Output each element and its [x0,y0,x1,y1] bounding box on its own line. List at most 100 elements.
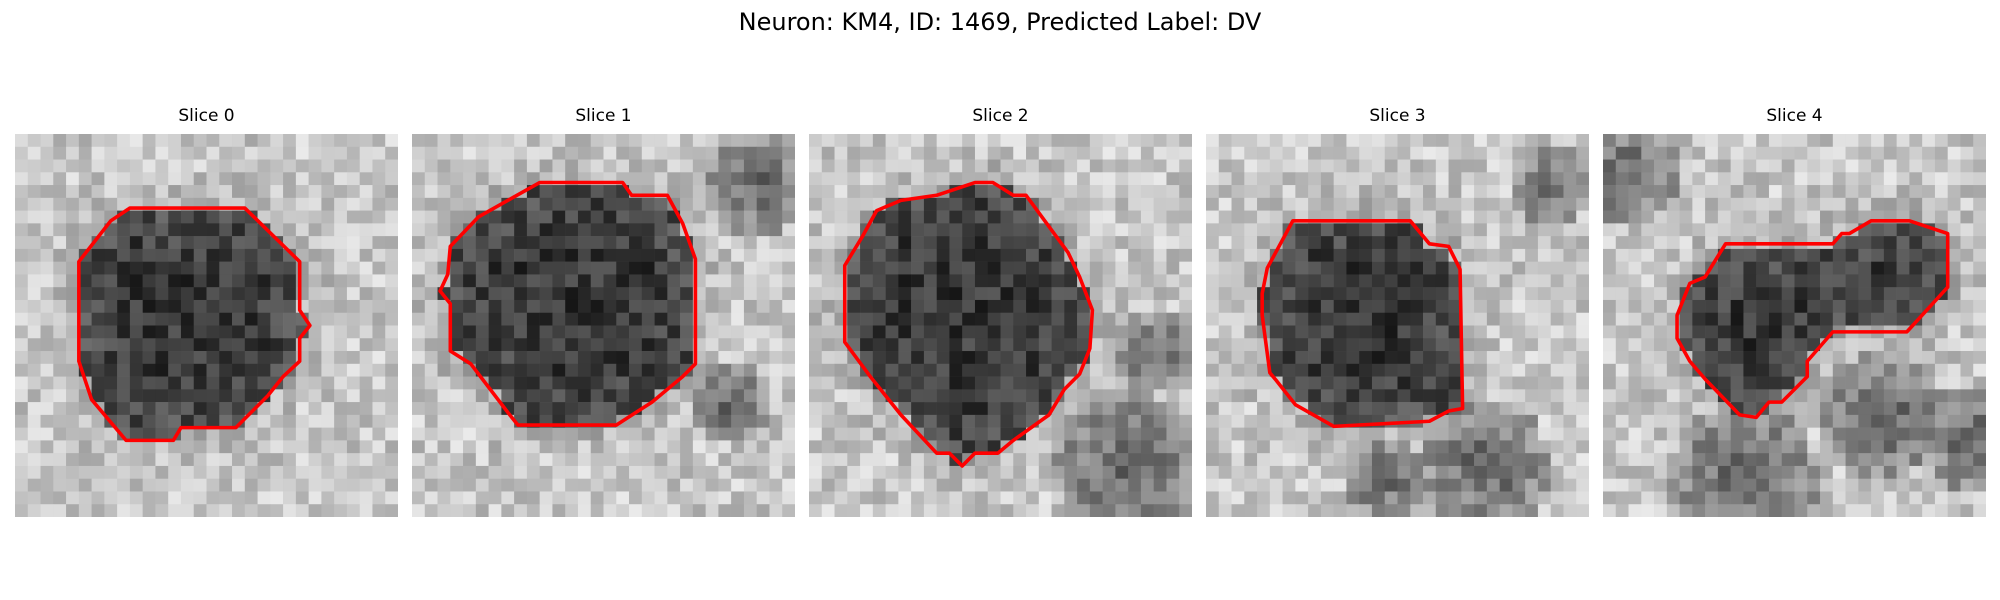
image-pixel [539,351,553,365]
image-pixel [193,223,207,237]
image-pixel [834,389,848,403]
image-pixel [539,478,553,492]
image-pixel [283,159,297,173]
image-pixel [232,414,246,428]
image-pixel [1128,134,1142,148]
image-pixel [718,465,732,479]
image-pixel [206,402,220,416]
image-pixel [27,414,41,428]
image-pixel [743,197,757,211]
image-pixel [321,465,335,479]
image-pixel [1000,159,1014,173]
image-pixel [1781,325,1795,339]
image-pixel [1756,478,1770,492]
image-pixel [1807,172,1821,186]
image-pixel [1474,414,1488,428]
image-pixel [412,351,426,365]
image-pixel [321,338,335,352]
image-pixel [923,376,937,390]
image-pixel [244,351,258,365]
image-pixel [1717,261,1731,275]
image-pixel [898,223,912,237]
image-pixel [590,504,604,517]
image-pixel [526,351,540,365]
image-pixel [1244,223,1258,237]
image-pixel [257,338,271,352]
image-pixel [1909,338,1923,352]
image-pixel [641,248,655,262]
image-pixel [117,351,131,365]
image-pixel [1743,274,1757,288]
image-pixel [1371,236,1385,250]
image-pixel [308,414,322,428]
image-pixel [1218,351,1232,365]
image-pixel [1641,185,1655,199]
image-pixel [437,440,451,454]
image-pixel [155,223,169,237]
image-pixel [654,299,668,313]
image-pixel [949,197,963,211]
image-pixel [1115,478,1129,492]
image-pixel [847,134,861,148]
image-pixel [718,363,732,377]
image-pixel [142,210,156,224]
image-pixel [1295,414,1309,428]
image-pixel [1359,299,1373,313]
image-pixel [654,146,668,160]
image-pixel [321,274,335,288]
image-pixel [872,223,886,237]
image-pixel [1166,389,1180,403]
image-pixel [180,248,194,262]
image-pixel [1231,363,1245,377]
image-pixel [193,453,207,467]
image-pixel [129,491,143,505]
image-pixel [1269,491,1283,505]
image-pixel [129,325,143,339]
image-pixel [821,248,835,262]
image-pixel [1537,389,1551,403]
image-pixel [1666,351,1680,365]
image-pixel [1563,325,1577,339]
image-pixel [616,325,630,339]
image-pixel [641,338,655,352]
image-pixel [334,261,348,275]
image-pixel [219,223,233,237]
image-pixel [1525,287,1539,301]
image-pixel [129,440,143,454]
image-pixel [424,414,438,428]
image-pixel [437,376,451,390]
image-pixel [526,312,540,326]
slice-image [809,134,1192,517]
image-pixel [1947,504,1961,517]
image-pixel [526,172,540,186]
image-pixel [629,261,643,275]
image-pixel [1563,491,1577,505]
image-pixel [424,376,438,390]
image-pixel [1807,402,1821,416]
image-pixel [1397,236,1411,250]
image-pixel [1525,172,1539,186]
image-pixel [53,453,67,467]
image-pixel [270,134,284,148]
image-pixel [1794,465,1808,479]
image-pixel [1756,134,1770,148]
image-pixel [514,197,528,211]
image-pixel [821,223,835,237]
image-pixel [1973,465,1986,479]
image-pixel [1026,210,1040,224]
image-pixel [949,351,963,365]
image-pixel [1435,491,1449,505]
image-pixel [1832,351,1846,365]
image-pixel [40,351,54,365]
image-pixel [1128,146,1142,160]
image-pixel [346,440,360,454]
image-pixel [1537,453,1551,467]
image-pixel [1077,504,1091,517]
image-pixel [616,248,630,262]
image-pixel [27,440,41,454]
image-pixel [424,478,438,492]
image-pixel [1896,197,1910,211]
image-pixel [1128,159,1142,173]
image-pixel [1871,236,1885,250]
image-pixel [1026,261,1040,275]
